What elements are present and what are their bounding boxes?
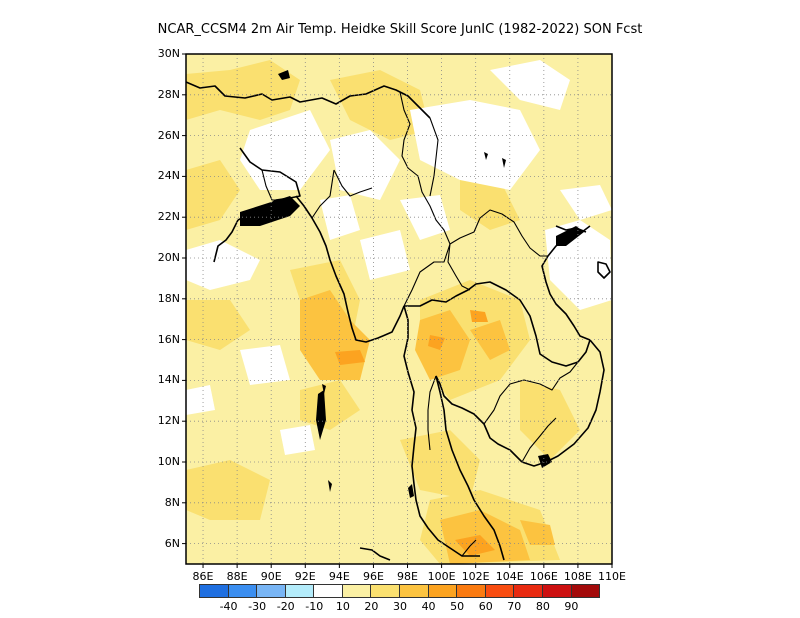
colorbar-swatch xyxy=(199,584,229,598)
gridlines xyxy=(186,54,612,564)
skill-near-zero-patches xyxy=(186,60,612,455)
colorbar-swatch xyxy=(427,584,458,598)
islands xyxy=(240,70,584,498)
colorbar-swatch xyxy=(284,584,315,598)
colorbar-swatch xyxy=(256,584,286,598)
colorbar-swatch xyxy=(513,584,543,598)
colorbar xyxy=(199,584,601,598)
colorbar-swatch xyxy=(313,584,343,598)
map-frame xyxy=(185,53,613,565)
axis-ticks xyxy=(182,53,613,568)
country-boundaries xyxy=(261,91,579,557)
colorbar-swatch xyxy=(484,584,515,598)
colorbar-swatch xyxy=(456,584,486,598)
colorbar-swatch xyxy=(227,584,258,598)
map-title: NCAR_CCSM4 2m Air Temp. Heidke Skill Sco… xyxy=(157,22,643,37)
colorbar-swatch xyxy=(399,584,429,598)
skill-40-50-patches xyxy=(335,310,495,556)
colorbar-swatch xyxy=(541,584,572,598)
colorbar-swatch xyxy=(341,584,372,598)
colorbar-swatch xyxy=(570,584,601,598)
colorbar-swatch xyxy=(370,584,401,598)
